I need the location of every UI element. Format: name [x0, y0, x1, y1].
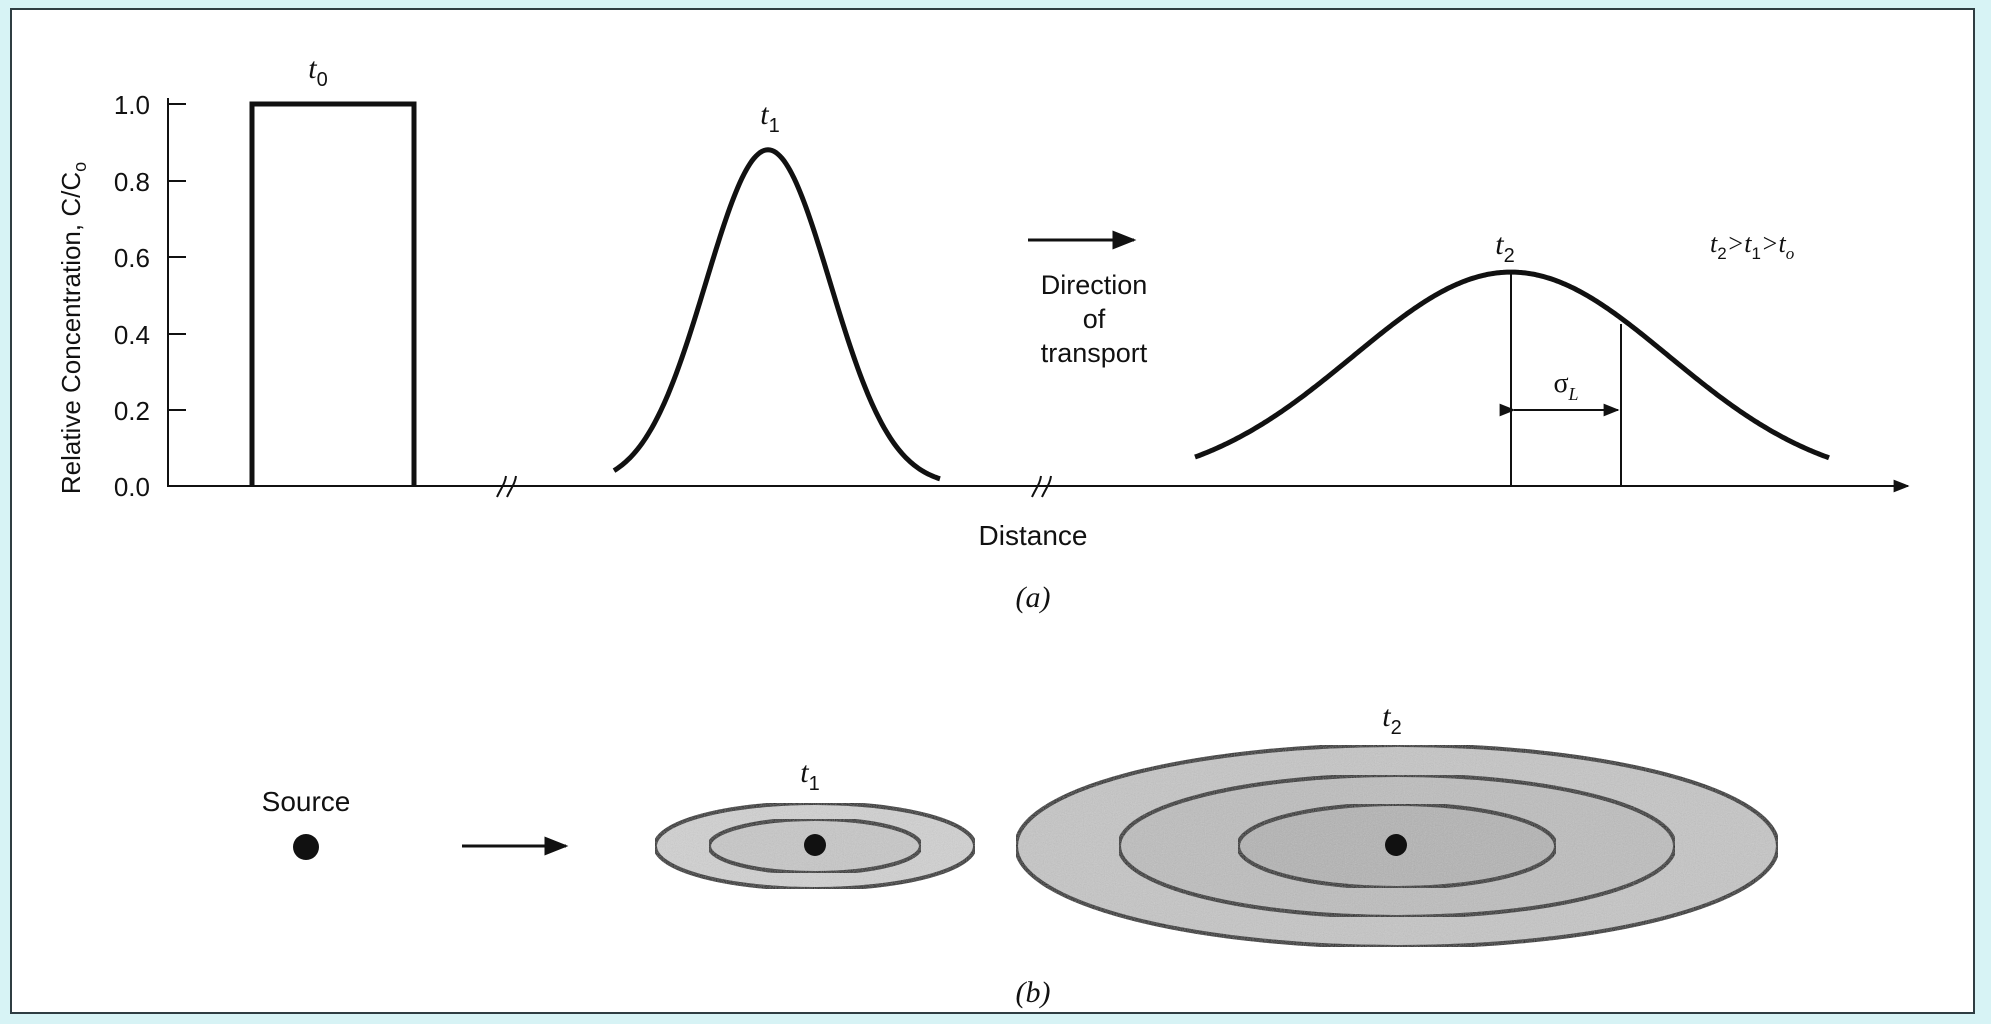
y-tick-label: 0.6	[114, 243, 150, 273]
t1-plume	[653, 801, 977, 891]
caption-a: (a)	[1016, 581, 1051, 614]
panel-a: Relative Concentration, C/Co 1.0 0.8 0.6…	[56, 52, 1910, 614]
y-tick-label: 0.4	[114, 320, 150, 350]
t1-label: t1	[760, 98, 779, 137]
panel-b: Source t1 t2 (b)	[262, 700, 1780, 1009]
plume-t2-label: t2	[1382, 700, 1401, 739]
y-tick-label: 0.2	[114, 396, 150, 426]
axis-break-mark	[1031, 475, 1052, 498]
direction-text: Direction	[1041, 270, 1148, 300]
y-tick-label: 1.0	[114, 90, 150, 120]
x-axis-label: Distance	[979, 520, 1088, 551]
t2-plume	[1014, 743, 1780, 949]
t0-square-pulse	[249, 101, 417, 486]
sigma-l-label: σL	[1553, 368, 1578, 404]
source-label: Source	[262, 786, 351, 817]
t2-label: t2	[1495, 228, 1514, 267]
t1-gaussian-curve	[612, 147, 941, 482]
direction-text: transport	[1041, 338, 1148, 368]
y-tick-label: 0.8	[114, 167, 150, 197]
y-tick-label: 0.0	[114, 472, 150, 502]
source-dot	[293, 834, 319, 860]
t0-label: t0	[308, 52, 327, 91]
time-order-label: t2>t1>to	[1710, 229, 1794, 263]
plume-t1-label: t1	[800, 756, 819, 795]
y-axis-label: Relative Concentration, C/Co	[56, 162, 90, 494]
direction-text: of	[1083, 304, 1106, 334]
axis-break-mark	[496, 475, 517, 498]
caption-b: (b)	[1016, 976, 1051, 1009]
y-ticks: 1.0 0.8 0.6 0.4 0.2 0.0	[114, 90, 186, 502]
